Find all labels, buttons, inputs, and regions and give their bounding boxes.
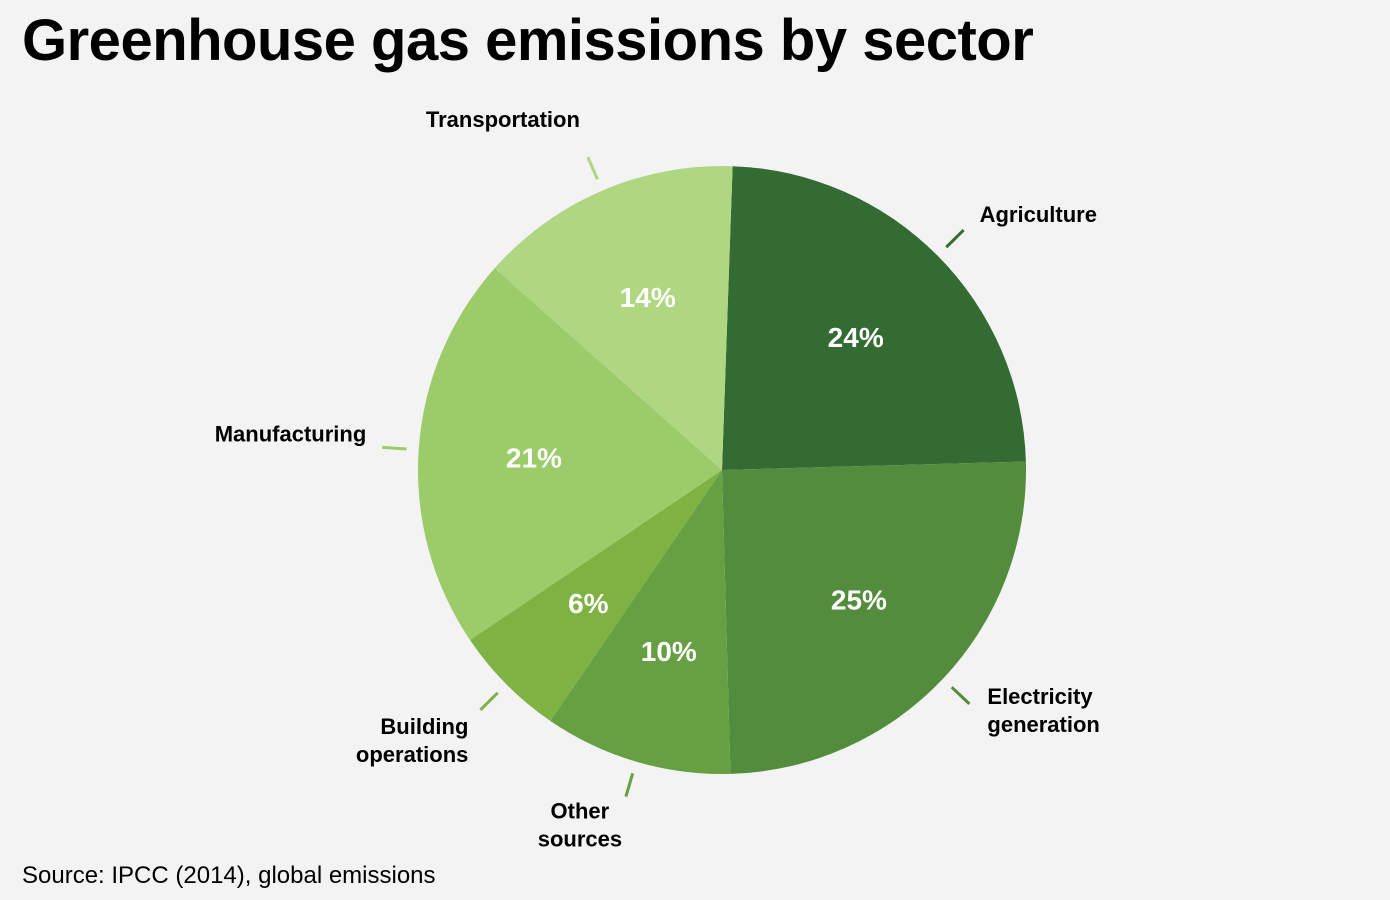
slice-transportation bbox=[494, 166, 733, 471]
slice-other-sources bbox=[550, 470, 731, 774]
slice-agriculture bbox=[722, 166, 1026, 470]
percent-labels: 24% 25% 10% 6% 21% 14% bbox=[506, 282, 887, 667]
leader-line-transportation bbox=[586, 156, 599, 180]
leader-line-agriculture bbox=[945, 229, 965, 249]
category-label-transportation: Transportation bbox=[426, 107, 580, 132]
percent-label-agriculture: 24% bbox=[828, 322, 884, 353]
leader-line-electricity-generation bbox=[950, 686, 971, 705]
percent-label-electricity-generation: 25% bbox=[831, 585, 887, 616]
percent-label-other-sources: 10% bbox=[641, 636, 697, 667]
category-labels: Agriculture Electricity generation Other sou… bbox=[215, 107, 1100, 852]
category-label-electricity-generation: Electricity generation bbox=[987, 684, 1099, 737]
percent-label-transportation: 14% bbox=[620, 282, 676, 313]
leader-line-building-operations bbox=[479, 691, 499, 711]
category-label-building-operations: Building operations bbox=[356, 714, 468, 767]
category-label-manufacturing: Manufacturing bbox=[215, 421, 367, 446]
source-note: Source: IPCC (2014), global emissions bbox=[22, 862, 436, 889]
percent-label-building-operations: 6% bbox=[568, 588, 609, 619]
category-label-agriculture: Agriculture bbox=[980, 202, 1097, 227]
category-label-other-sources: Other sources bbox=[538, 799, 622, 852]
pie-slices bbox=[418, 166, 1026, 774]
percent-label-manufacturing: 21% bbox=[506, 443, 562, 474]
leader-line-manufacturing bbox=[382, 445, 407, 451]
leader-line-other-sources bbox=[624, 772, 635, 798]
slice-electricity-generation bbox=[722, 461, 1026, 774]
chart-title: Greenhouse gas emissions by sector bbox=[22, 8, 1034, 73]
slice-manufacturing bbox=[418, 268, 722, 640]
slice-building-operations bbox=[469, 470, 722, 721]
leader-lines bbox=[382, 156, 971, 798]
